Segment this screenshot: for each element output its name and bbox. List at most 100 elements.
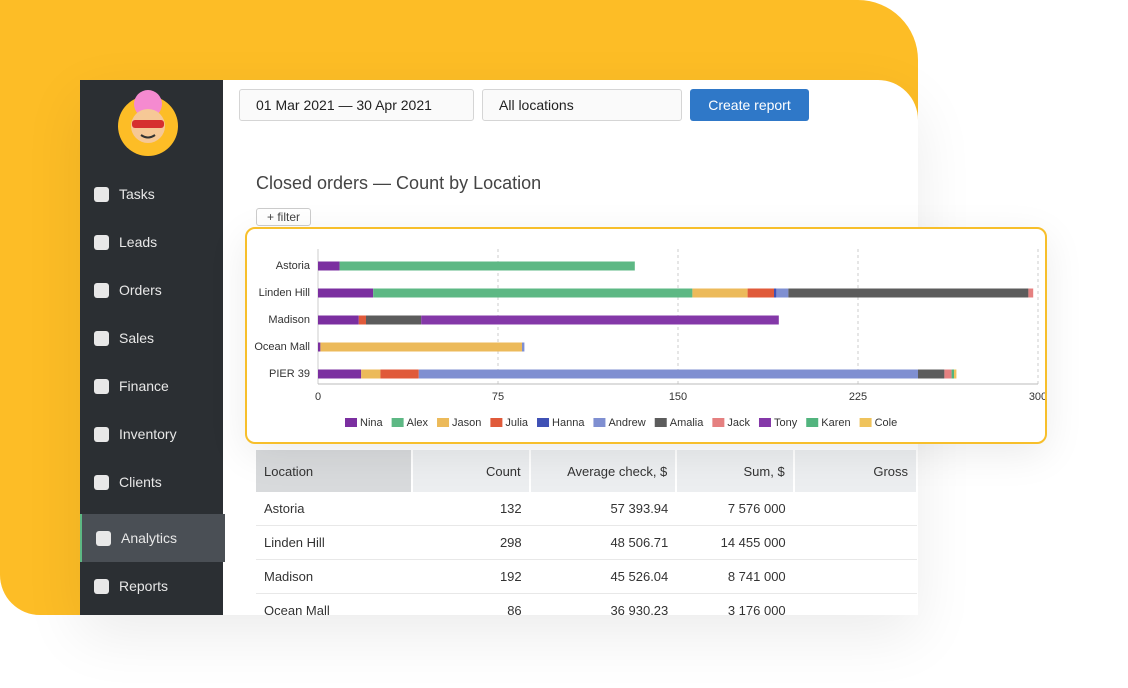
legend-label: Hanna [552, 417, 585, 429]
nav-label: Leads [119, 234, 158, 250]
bar-segment [944, 369, 952, 379]
bar-segment [776, 288, 789, 298]
date-picker[interactable]: 01 Mar 2021 — 30 Apr 2021 [239, 89, 474, 121]
x-tick-label: 300 [1029, 391, 1045, 403]
nav-item[interactable]: Reports [80, 562, 223, 610]
nav-item[interactable]: Analytics [80, 514, 225, 562]
y-tick-label: Ocean Mall [254, 341, 310, 353]
bar-segment [318, 315, 359, 325]
sidebar: Tasks Leads Orders Sales Finance Inventory Cli… [80, 80, 225, 615]
table-cell: 192 [412, 559, 530, 594]
nav-item[interactable]: Inventory [80, 410, 223, 458]
table-cell: 86 [412, 593, 530, 615]
table-row: Ocean Mall 86 36 930.23 3 176 000 [256, 593, 917, 615]
table-row: Astoria 132 57 393.94 7 576 000 [256, 492, 917, 526]
column-header[interactable]: Location [256, 450, 413, 492]
create-report-button[interactable]: Create report [690, 89, 809, 121]
table-cell: Madison [256, 559, 412, 594]
bar-segment [1028, 288, 1034, 298]
report-title: Closed orders — Count by Location [256, 173, 542, 193]
bar-segment [318, 369, 362, 379]
table-cell: 298 [412, 525, 530, 560]
bar-segment [318, 261, 340, 271]
bar-segment [788, 288, 1029, 298]
data-table: Location Count Average check, $ Sum, $ Gross… [256, 450, 918, 615]
legend-label: Karen [821, 417, 850, 429]
x-tick-label: 0 [315, 391, 321, 403]
y-tick-label: PIER 39 [269, 368, 310, 380]
x-tick-label: 75 [492, 391, 504, 403]
table-cell: 3 176 000 [676, 593, 794, 615]
table-row: Linden Hill 298 48 506.71 14 455 000 [256, 525, 917, 560]
x-tick-label: 150 [669, 391, 687, 403]
table-cell: Linden Hill [256, 525, 412, 560]
nav-item[interactable]: Finance [80, 362, 223, 410]
column-header[interactable]: Average check, $ [529, 450, 678, 492]
chart: 0 75 150 225 300 Astoria Linden Hill Madison Oce… [254, 249, 1047, 429]
avatar [118, 90, 178, 156]
nav-label: Inventory [119, 426, 177, 442]
nav-item[interactable]: Clients [80, 458, 223, 506]
table-cell: 7 576 000 [676, 492, 794, 526]
nav-item[interactable]: Sales [80, 314, 223, 362]
nav-item[interactable]: Leads [80, 218, 223, 266]
table-cell: 36 930.23 [529, 593, 677, 615]
bar-segment [320, 342, 522, 352]
bar-segment [774, 288, 777, 298]
x-tick-label: 225 [849, 391, 867, 403]
chart-panel: 0 75 150 225 300 Astoria Linden Hill Madison Oce… [245, 227, 1047, 444]
column-header[interactable]: Count [412, 450, 531, 492]
nav-icon [94, 282, 109, 298]
legend-label: Cole [875, 417, 898, 429]
table-cell: Astoria [256, 492, 412, 526]
table-cell: 8 741 000 [676, 559, 794, 594]
table-cell-empty [793, 593, 917, 615]
nav-label: Clients [119, 474, 162, 490]
legend-swatch [593, 418, 606, 427]
bar-segment [951, 369, 954, 379]
legend-label: Julia [505, 417, 529, 429]
y-tick-label: Astoria [276, 260, 311, 272]
location-select[interactable]: All locations [482, 89, 682, 121]
y-tick-label: Madison [268, 314, 310, 326]
legend-label: Nina [360, 417, 384, 429]
nav-icon [94, 330, 109, 346]
nav-icon [94, 234, 109, 250]
column-header[interactable]: Gross [793, 450, 918, 492]
legend-label: Andrew [608, 417, 645, 429]
bar-segment [380, 369, 419, 379]
legend-swatch [859, 418, 872, 427]
legend-label: Tony [774, 417, 798, 429]
legend-swatch [437, 418, 450, 427]
bar-segment [361, 369, 381, 379]
bar-segment [692, 288, 748, 298]
nav-item[interactable]: Orders [80, 266, 223, 314]
table-cell: 45 526.04 [529, 559, 677, 594]
nav-label: Finance [119, 378, 169, 394]
legend-label: Alex [407, 417, 429, 429]
bar-segment [954, 369, 957, 379]
legend-swatch [758, 418, 771, 427]
bar-segment [366, 315, 422, 325]
nav-item[interactable]: Tasks [80, 170, 223, 218]
bar-segment [918, 369, 945, 379]
legend-label: Amalia [670, 417, 705, 429]
nav-label: Sales [119, 330, 155, 346]
bar-segment [373, 288, 693, 298]
bar-segment [318, 342, 321, 352]
legend-swatch [391, 418, 404, 427]
legend-swatch [654, 418, 667, 427]
legend-swatch [806, 418, 819, 427]
nav-icon [96, 530, 111, 546]
bar-segment [418, 369, 918, 379]
nav-label: Reports [119, 578, 169, 594]
legend-label: Jason [452, 417, 481, 429]
filter-button[interactable]: + filter [256, 208, 312, 226]
legend-label: Jack [727, 417, 750, 429]
table-cell-empty [793, 559, 917, 594]
column-header[interactable]: Sum, $ [676, 450, 795, 492]
bar-segment [522, 342, 525, 352]
nav-icon [94, 426, 109, 442]
legend-swatch [712, 418, 725, 427]
